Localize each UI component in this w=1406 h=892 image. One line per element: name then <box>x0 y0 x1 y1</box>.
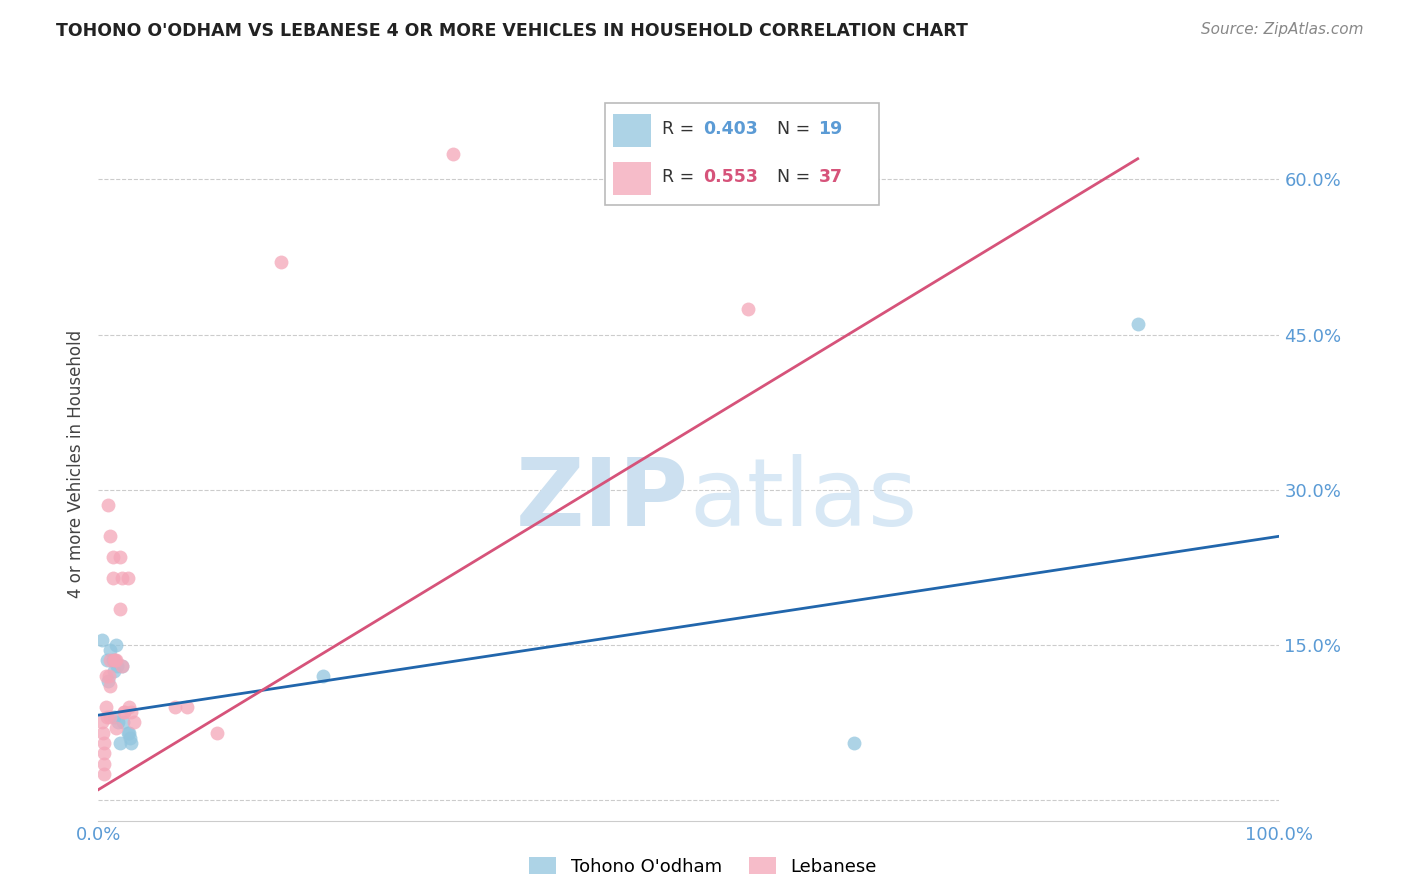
Y-axis label: 4 or more Vehicles in Household: 4 or more Vehicles in Household <box>66 330 84 598</box>
Point <box>118 725 141 739</box>
Point <box>101 549 124 564</box>
Point <box>101 571 124 585</box>
Legend: Tohono O'odham, Lebanese: Tohono O'odham, Lebanese <box>522 850 884 883</box>
FancyBboxPatch shape <box>613 162 651 194</box>
Point <box>103 710 125 724</box>
Text: R =: R = <box>662 120 700 138</box>
Point <box>108 601 131 615</box>
Point <box>103 664 125 678</box>
Point <box>101 653 124 667</box>
Point <box>98 653 121 667</box>
Point <box>111 658 134 673</box>
Point <box>1126 317 1149 331</box>
Point <box>112 715 135 730</box>
Point <box>94 669 117 683</box>
Point <box>96 653 118 667</box>
Text: N =: N = <box>778 120 815 138</box>
Point <box>105 638 128 652</box>
Point <box>105 653 128 667</box>
Point <box>112 705 135 719</box>
Point <box>98 669 121 683</box>
Point <box>121 705 143 719</box>
Point <box>312 669 335 683</box>
Point <box>91 715 114 730</box>
Point <box>737 301 759 316</box>
Point <box>97 673 120 688</box>
Point <box>98 710 121 724</box>
Point <box>93 747 115 761</box>
Text: 37: 37 <box>818 169 842 186</box>
Point <box>91 632 114 647</box>
FancyBboxPatch shape <box>613 114 651 146</box>
Point <box>98 679 121 693</box>
Point <box>111 571 134 585</box>
Point <box>165 699 187 714</box>
Point <box>111 658 134 673</box>
Point <box>108 549 131 564</box>
Text: 19: 19 <box>818 120 842 138</box>
Point <box>205 725 228 739</box>
Point <box>93 767 115 781</box>
Point <box>270 255 292 269</box>
Point <box>104 653 127 667</box>
Point <box>112 705 135 719</box>
Point <box>844 736 866 750</box>
Point <box>105 658 128 673</box>
Text: 0.553: 0.553 <box>703 169 758 186</box>
Point <box>176 699 198 714</box>
Point <box>105 721 128 735</box>
Text: Source: ZipAtlas.com: Source: ZipAtlas.com <box>1201 22 1364 37</box>
Point <box>118 699 141 714</box>
Text: 0.403: 0.403 <box>703 120 758 138</box>
Point <box>107 715 129 730</box>
Point <box>96 710 118 724</box>
Point <box>441 146 464 161</box>
Point <box>93 756 115 771</box>
Point <box>117 571 139 585</box>
Point <box>103 653 125 667</box>
FancyBboxPatch shape <box>605 103 879 205</box>
Point <box>117 725 139 739</box>
Point <box>98 643 121 657</box>
Point <box>97 498 120 512</box>
Point <box>91 725 114 739</box>
Text: atlas: atlas <box>689 453 917 546</box>
Point <box>120 731 142 745</box>
Point <box>108 736 131 750</box>
Point <box>93 736 115 750</box>
Text: ZIP: ZIP <box>516 453 689 546</box>
Text: R =: R = <box>662 169 700 186</box>
Text: N =: N = <box>778 169 815 186</box>
Text: TOHONO O'ODHAM VS LEBANESE 4 OR MORE VEHICLES IN HOUSEHOLD CORRELATION CHART: TOHONO O'ODHAM VS LEBANESE 4 OR MORE VEH… <box>56 22 969 40</box>
Point <box>98 529 121 543</box>
Point <box>122 715 145 730</box>
Point <box>121 736 143 750</box>
Point <box>94 699 117 714</box>
